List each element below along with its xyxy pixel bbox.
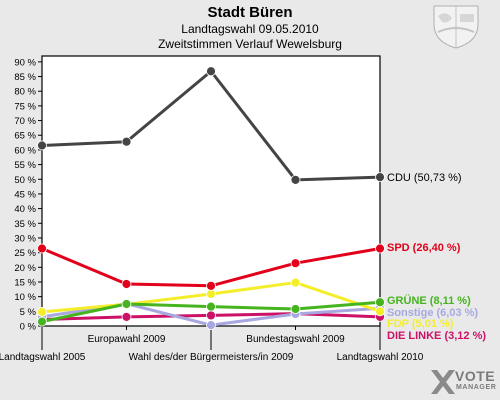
x-tick-label: Landtagswahl 2005 bbox=[0, 352, 86, 363]
data-point-sonstige bbox=[206, 320, 216, 331]
logo-text-vote: VOTE bbox=[455, 368, 496, 384]
y-tick-label: 60 % bbox=[14, 145, 36, 156]
data-point-cdu bbox=[290, 174, 301, 185]
data-point-cdu bbox=[121, 136, 132, 147]
data-point-die-linke bbox=[121, 312, 132, 322]
x-tick-label: Landtagswahl 2010 bbox=[337, 352, 424, 363]
y-tick-label: 50 % bbox=[14, 175, 36, 186]
data-point-spd bbox=[375, 243, 385, 254]
y-tick-label: 75 % bbox=[14, 101, 36, 112]
vote-manager-logo-icon bbox=[431, 370, 455, 394]
y-tick-label: 15 % bbox=[14, 277, 36, 288]
y-tick-label: 80 % bbox=[14, 87, 36, 98]
x-tick-label: Europawahl 2009 bbox=[88, 334, 166, 345]
y-tick-label: 25 % bbox=[14, 248, 36, 259]
data-point-spd bbox=[206, 280, 216, 291]
series-end-label-sonstige: Sonstige (6,03 %) bbox=[387, 307, 478, 319]
data-point-gr-ne bbox=[121, 299, 132, 309]
page-title: Stadt Büren bbox=[207, 4, 293, 21]
chart-subtitle: Landtagswahl 09.05.2010 bbox=[181, 22, 319, 36]
data-point-die-linke bbox=[206, 310, 216, 321]
y-tick-label: 0 % bbox=[20, 322, 37, 333]
logo-text-manager: MANAGER bbox=[456, 384, 497, 391]
y-tick-label: 70 % bbox=[14, 116, 36, 127]
data-point-cdu bbox=[375, 172, 385, 183]
series-end-label-die-linke: DIE LINKE (3,12 %) bbox=[387, 330, 486, 342]
series-end-label-gr-ne: GRÜNE (8,11 %) bbox=[387, 294, 471, 307]
data-point-cdu bbox=[206, 66, 216, 77]
y-tick-label: 35 % bbox=[14, 219, 36, 230]
chart-subtitle-2: Zweitstimmen Verlauf Wewelsburg bbox=[158, 37, 342, 51]
y-tick-label: 55 % bbox=[14, 160, 36, 171]
y-tick-label: 10 % bbox=[14, 292, 36, 303]
data-point-spd bbox=[290, 258, 301, 269]
y-tick-label: 5 % bbox=[20, 307, 37, 318]
y-tick-label: 65 % bbox=[14, 131, 36, 142]
series-end-label-spd: SPD (26,40 %) bbox=[387, 242, 461, 254]
data-point-fdp bbox=[37, 307, 47, 317]
data-point-gr-ne bbox=[290, 304, 301, 314]
data-point-fdp bbox=[206, 289, 216, 299]
coat-of-arms-icon bbox=[433, 5, 479, 49]
data-point-gr-ne bbox=[375, 297, 385, 308]
x-tick-label: Wahl des/der Bürgermeisters/in 2009 bbox=[129, 352, 294, 363]
y-tick-label: 20 % bbox=[14, 263, 36, 274]
series-end-label-cdu: CDU (50,73 %) bbox=[387, 172, 462, 184]
y-tick-label: 45 % bbox=[14, 189, 36, 200]
data-point-gr-ne bbox=[206, 301, 216, 312]
data-point-gr-ne bbox=[37, 316, 47, 327]
data-point-cdu bbox=[37, 140, 47, 151]
data-point-fdp bbox=[290, 277, 301, 288]
series-end-label-fdp: FDP (5,01 %) bbox=[387, 318, 454, 330]
data-point-spd bbox=[121, 279, 132, 289]
y-tick-label: 90 % bbox=[14, 57, 36, 68]
data-point-spd bbox=[37, 243, 47, 254]
x-tick-label: Bundestagswahl 2009 bbox=[246, 334, 345, 345]
y-tick-label: 40 % bbox=[14, 204, 36, 215]
y-tick-label: 30 % bbox=[14, 233, 36, 244]
data-point-fdp bbox=[375, 306, 385, 317]
y-tick-label: 85 % bbox=[14, 72, 36, 83]
